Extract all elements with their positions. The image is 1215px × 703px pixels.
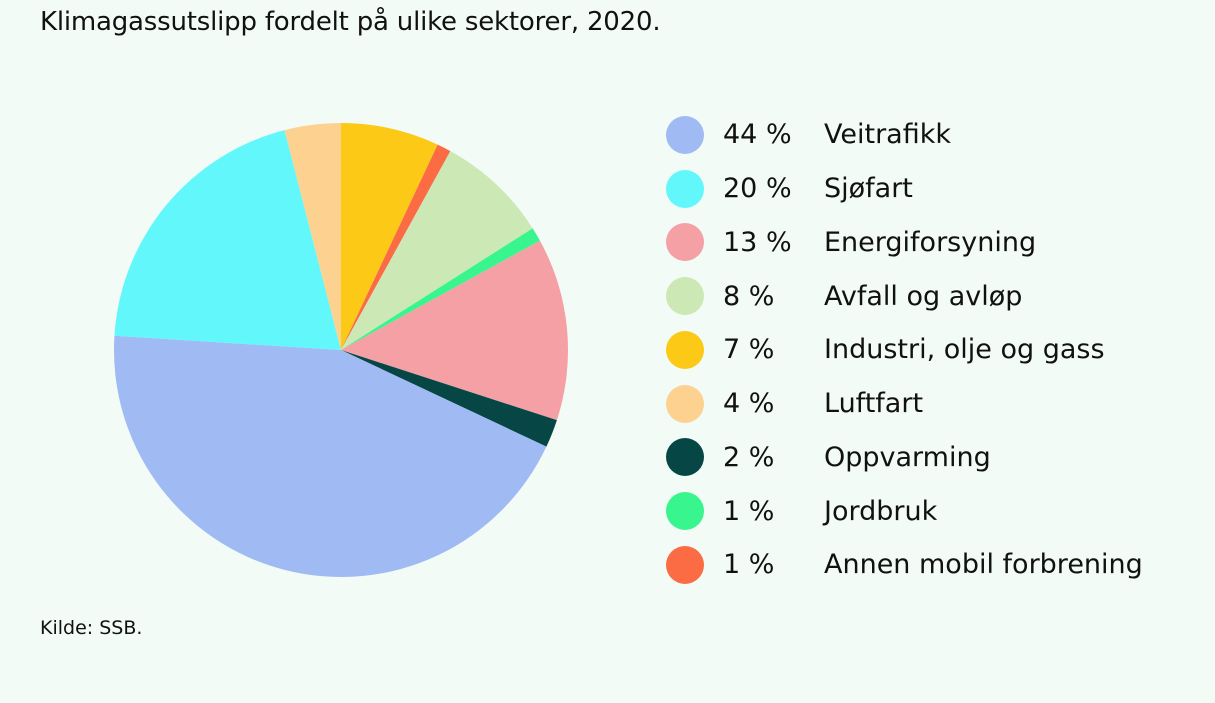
legend-label: Luftfart [824, 388, 924, 420]
pie-slice-veitrafikk [114, 335, 547, 578]
pie-slice-sjofart [114, 130, 341, 350]
legend-item-annen-mobil-forbrening: 1 % Annen mobil forbrening [666, 538, 1143, 592]
legend-label: Sjøfart [824, 173, 913, 205]
legend-item-avfall-og-avlop: 8 % Avfall og avløp [666, 269, 1143, 323]
legend-label: Avfall og avløp [824, 280, 1023, 312]
legend-label: Industri, olje og gass [824, 334, 1105, 366]
legend-item-veitrafikk: 44 % Veitrafikk [666, 108, 1143, 162]
legend-swatch [666, 438, 704, 477]
legend-swatch [666, 115, 704, 154]
pie-slice-luftfart [284, 123, 341, 350]
legend-swatch [666, 492, 704, 531]
legend-swatch [666, 384, 704, 423]
legend-swatch [666, 169, 704, 208]
legend-percent: 2 % [723, 441, 775, 473]
legend-label: Energiforsyning [824, 226, 1037, 258]
legend-item-energiforsyning: 13 % Energiforsyning [666, 216, 1143, 270]
legend-percent: 7 % [723, 334, 775, 366]
pie-chart [114, 123, 569, 578]
legend-swatch [666, 545, 704, 584]
legend-item-luftfart: 4 % Luftfart [666, 377, 1143, 431]
pie-slice-annen-mobil-forbrening [341, 144, 451, 350]
legend-item-oppvarming: 2 % Oppvarming [666, 431, 1143, 485]
legend: 44 % Veitrafikk 20 % Sjøfart 13 % Energiforsy… [666, 108, 1143, 592]
chart-title: Klimagassutslipp fordelt på ulike sektor… [40, 7, 661, 37]
legend-percent: 13 % [723, 226, 792, 258]
legend-swatch [666, 330, 704, 369]
pie-slice-avfall-og-avlop [341, 151, 533, 350]
legend-swatch [666, 223, 704, 262]
pie-slice-industri-olje-og-gass [341, 123, 438, 350]
legend-label: Annen mobil forbrening [824, 549, 1143, 581]
legend-label: Jordbruk [824, 495, 938, 527]
legend-item-industri-olje-og-gass: 7 % Industri, olje og gass [666, 323, 1143, 377]
legend-item-sjofart: 20 % Sjøfart [666, 162, 1143, 216]
pie-slice-energiforsyning [341, 240, 569, 421]
legend-label: Veitrafikk [824, 119, 951, 151]
legend-percent: 1 % [723, 549, 775, 581]
legend-percent: 1 % [723, 495, 775, 527]
legend-percent: 8 % [723, 280, 775, 312]
source-note: Kilde: SSB. [40, 617, 143, 639]
legend-item-jordbruk: 1 % Jordbruk [666, 484, 1143, 538]
legend-swatch [666, 277, 704, 316]
legend-percent: 44 % [723, 119, 792, 151]
legend-percent: 20 % [723, 173, 792, 205]
pie-slice-jordbruk [341, 228, 540, 350]
pie-slice-oppvarming [341, 350, 557, 447]
legend-percent: 4 % [723, 388, 775, 420]
legend-label: Oppvarming [824, 441, 991, 473]
